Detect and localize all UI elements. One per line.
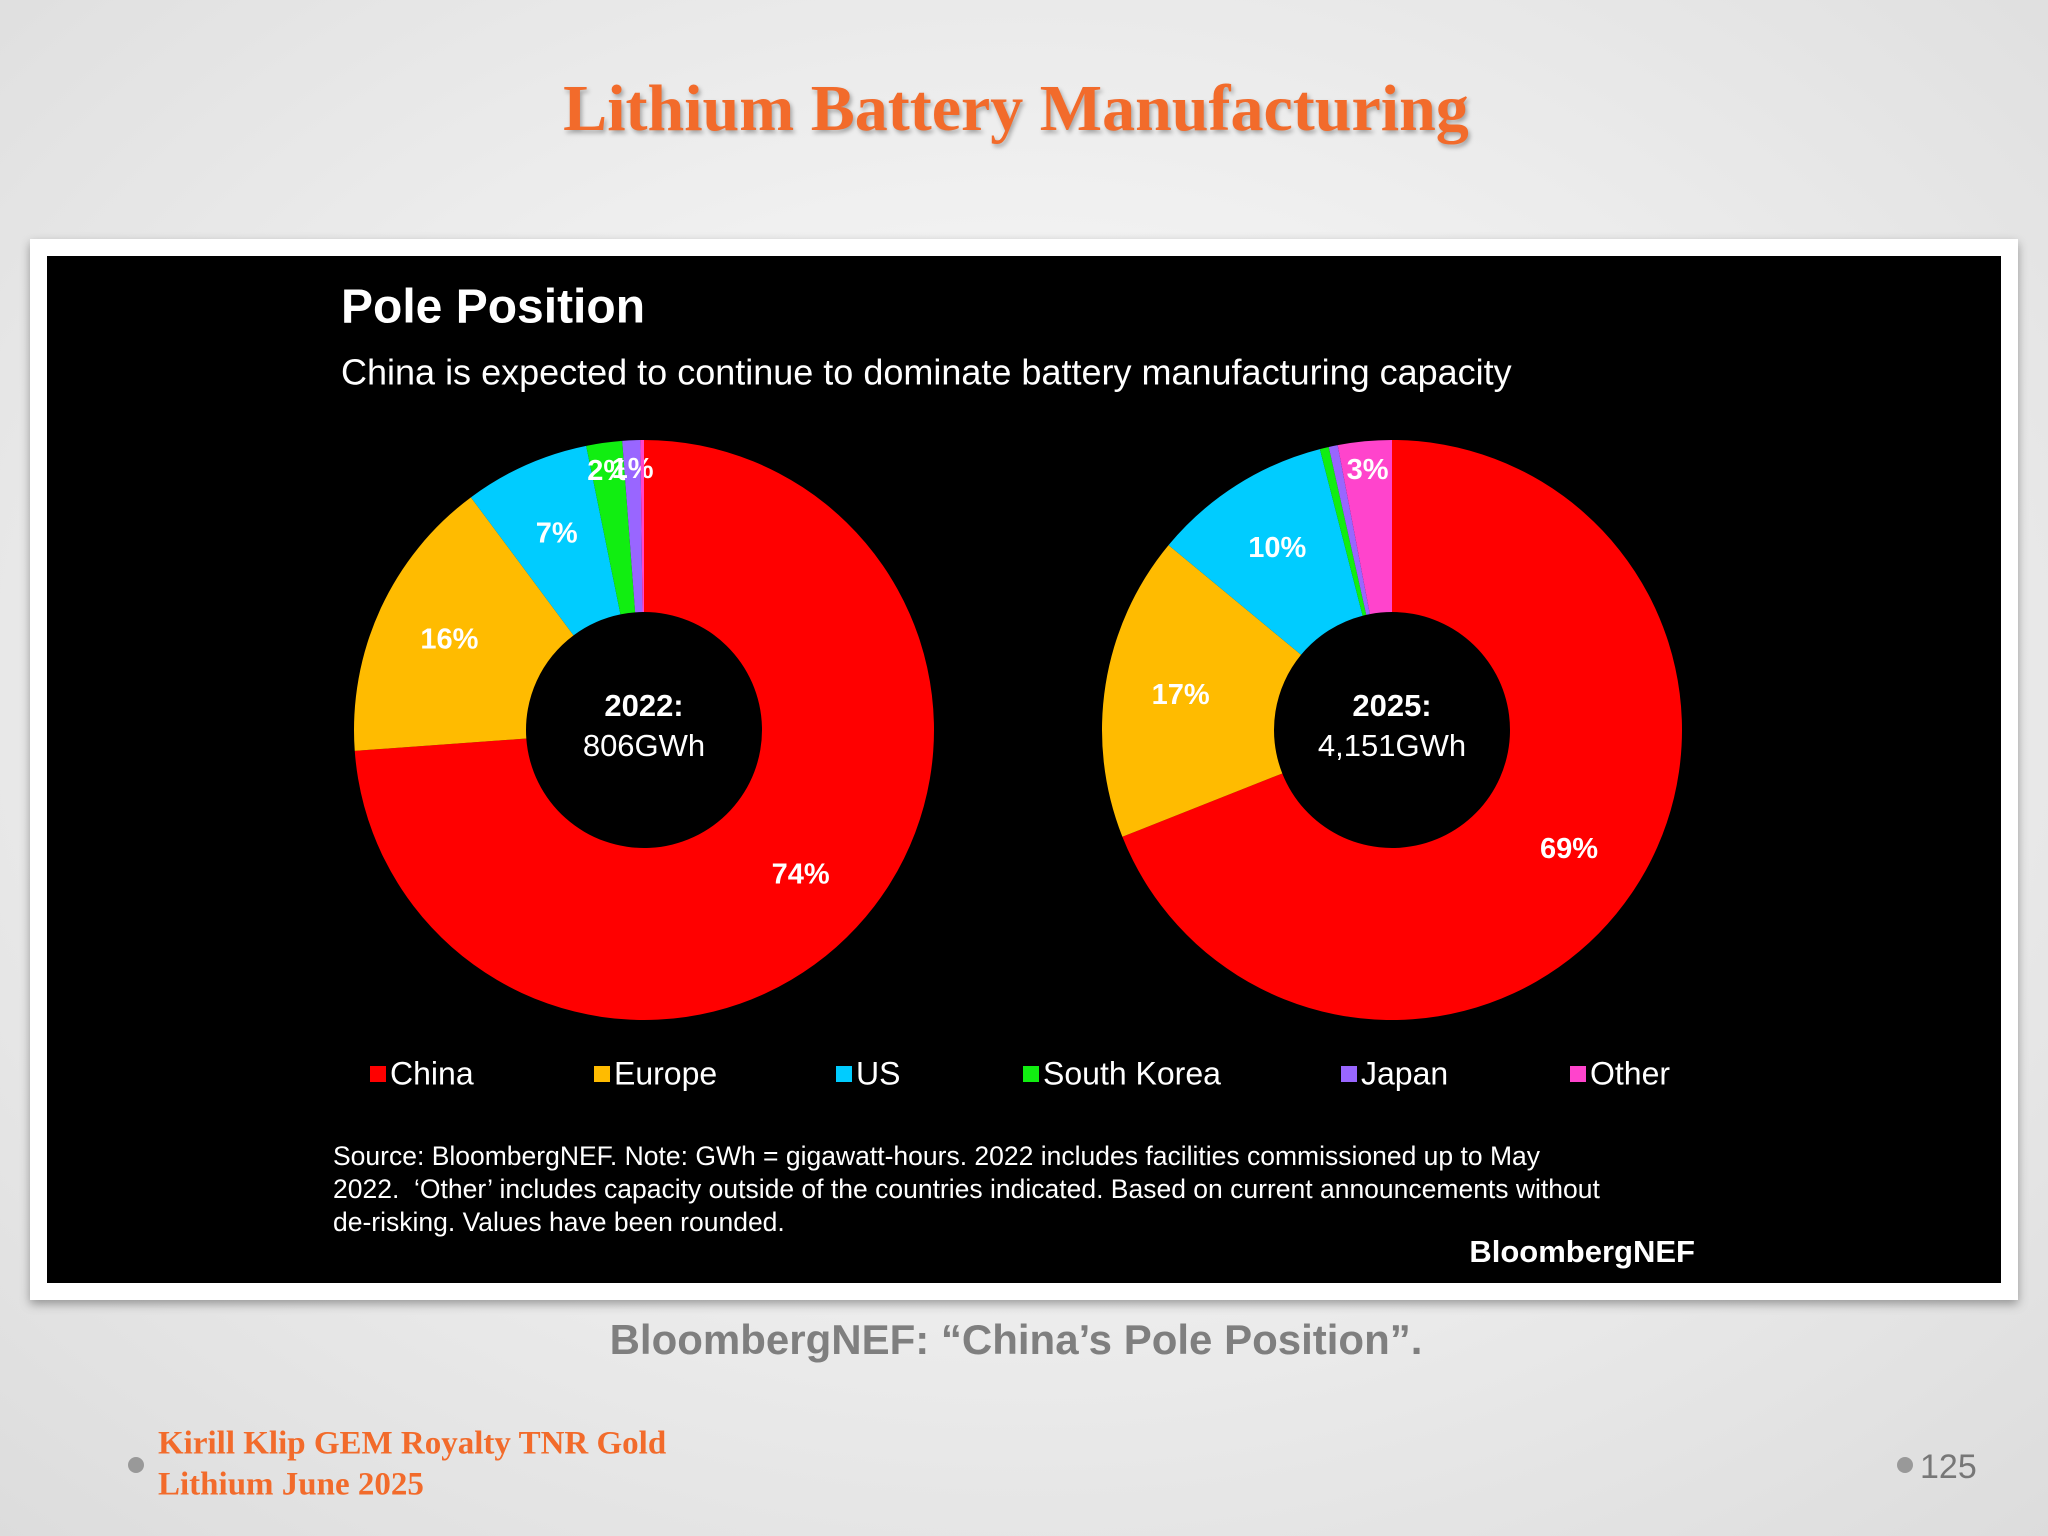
legend-label: US xyxy=(856,1055,900,1091)
legend-swatch xyxy=(1341,1066,1357,1082)
slice xyxy=(622,440,643,613)
source-line: de-risking. Values have been rounded. xyxy=(333,1207,785,1237)
legend-swatch xyxy=(1570,1066,1586,1082)
legend-label: Other xyxy=(1590,1055,1670,1091)
slice xyxy=(586,440,636,615)
legend-swatch xyxy=(1023,1066,1039,1082)
slice xyxy=(470,445,621,636)
value-label: 10% xyxy=(1248,532,1306,564)
center-label: 2022: xyxy=(604,688,683,723)
slice xyxy=(354,440,935,1020)
slice xyxy=(1122,440,1682,1021)
legend-swatch xyxy=(594,1066,610,1082)
legend-label: China xyxy=(390,1055,474,1091)
value-label: 74% xyxy=(772,858,830,890)
value-label: 69% xyxy=(1540,833,1598,865)
legend-swatch xyxy=(836,1066,852,1082)
source-line: Source: BloombergNEF. Note: GWh = gigawa… xyxy=(333,1141,1541,1171)
bullet xyxy=(128,1457,144,1473)
source-note: Source: BloombergNEF. Note: GWh = gigawa… xyxy=(333,1141,1601,1237)
slice xyxy=(1168,449,1363,655)
bullet xyxy=(1897,1457,1913,1473)
value-label: 16% xyxy=(420,624,478,656)
legend-label: South Korea xyxy=(1043,1055,1221,1091)
center-label: 806GWh xyxy=(583,728,705,763)
chart-title: Pole Position xyxy=(341,281,645,334)
value-label: 17% xyxy=(1152,679,1210,711)
legend-label: Japan xyxy=(1361,1055,1448,1091)
footer-line: Lithium June 2025 xyxy=(158,1467,424,1503)
slice xyxy=(1337,440,1392,615)
center-label: 2025: xyxy=(1352,688,1431,723)
legend-swatch xyxy=(370,1066,386,1082)
slice xyxy=(1319,446,1367,616)
legend-label: Europe xyxy=(614,1055,717,1091)
caption: BloombergNEF: “China’s Pole Position”. xyxy=(610,1316,1423,1363)
value-label: 2% xyxy=(587,455,629,487)
value-label: 7% xyxy=(536,517,578,549)
page-number: 125 xyxy=(1920,1448,1977,1486)
value-label: 3% xyxy=(1347,454,1389,486)
slice xyxy=(1102,545,1302,837)
value-label: 1% xyxy=(612,453,654,485)
slide-title: Lithium Battery Manufacturing xyxy=(563,72,1469,145)
footer-line: Kirill Klip GEM Royalty TNR Gold xyxy=(158,1426,666,1462)
slice xyxy=(640,440,644,613)
source-line: 2022. ‘Other’ includes capacity outside … xyxy=(333,1174,1601,1204)
slice xyxy=(354,497,574,751)
center-label: 4,151GWh xyxy=(1318,728,1466,763)
chart-background xyxy=(47,256,2001,1283)
chart-subtitle: China is expected to continue to dominat… xyxy=(341,352,1512,393)
logo: BloombergNEF xyxy=(1469,1234,1695,1269)
slice xyxy=(1328,445,1370,615)
